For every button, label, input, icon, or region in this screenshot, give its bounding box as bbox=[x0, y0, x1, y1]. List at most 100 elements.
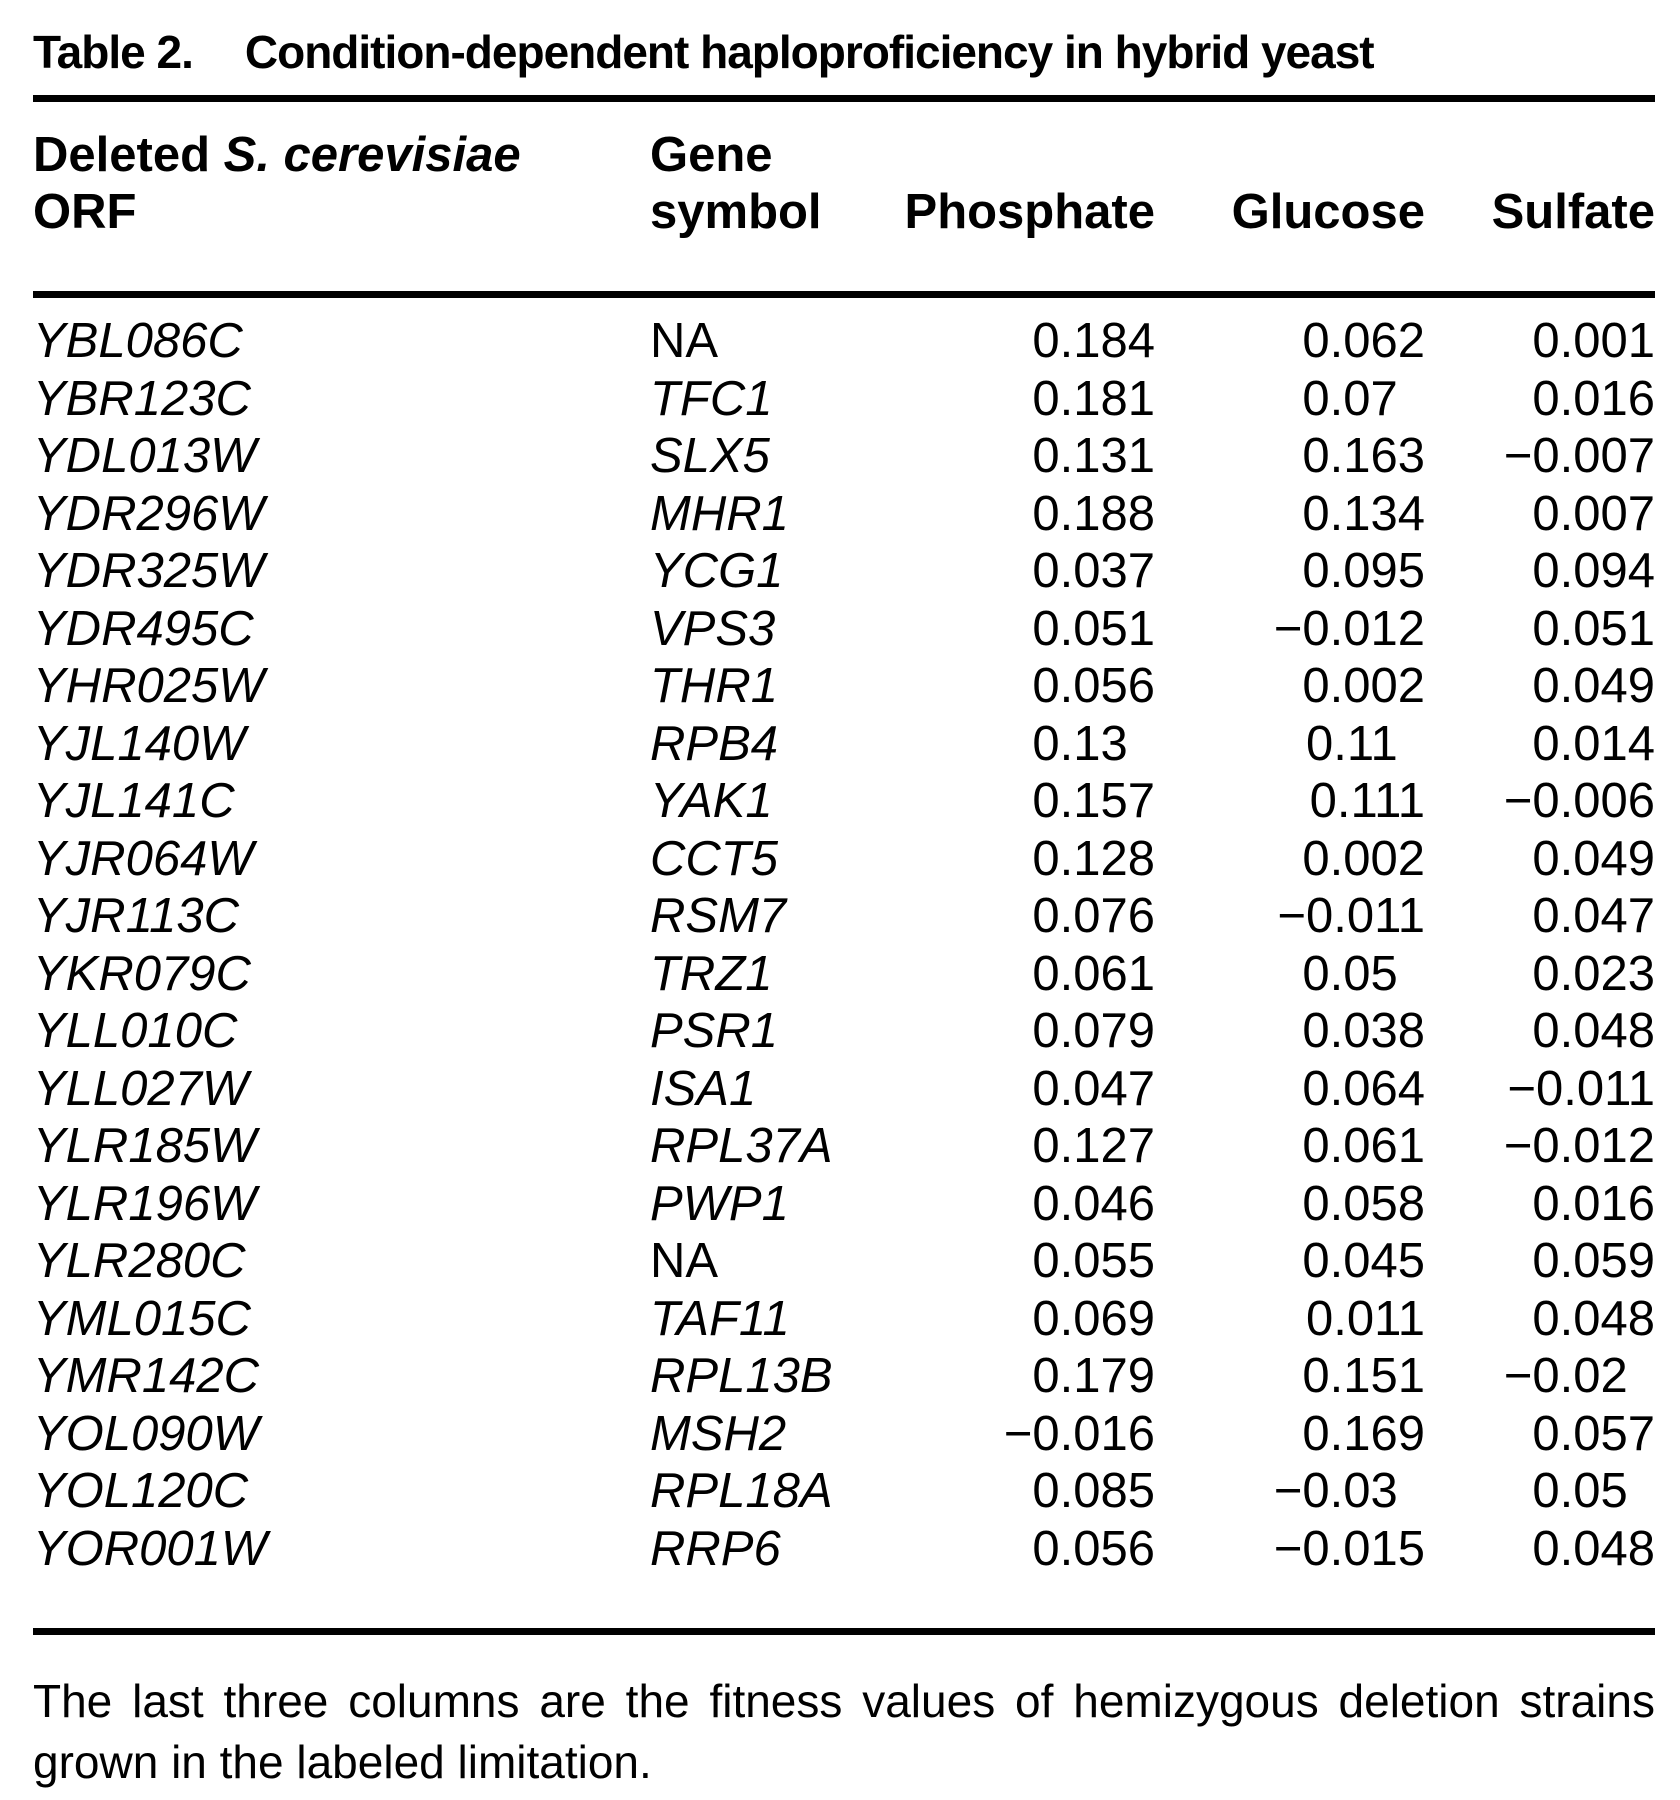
table-row: YDR495C VPS3 0.051 −0.012 0.051 bbox=[33, 601, 1655, 659]
table-row: YOL090W MSH2 −0.016 0.169 0.057 bbox=[33, 1406, 1655, 1464]
sulfate-value-cell: 0.014 bbox=[1532, 716, 1655, 771]
table-row: YJR064W CCT5 0.128 0.002 0.049 bbox=[33, 831, 1655, 889]
table-footnote: The last three columns are the fitness v… bbox=[33, 1675, 1655, 1788]
glucose-value-cell: 0.134 bbox=[1302, 486, 1425, 541]
species-name: S. cerevisiae bbox=[223, 128, 521, 182]
gene-symbol-cell: RRP6 bbox=[650, 1521, 781, 1576]
gene-symbol-cell: VPS3 bbox=[650, 601, 776, 656]
phosphate-value-cell: 0.179 bbox=[1032, 1349, 1155, 1403]
header-rule bbox=[33, 291, 1655, 298]
glucose-value-cell: 0.058 bbox=[1302, 1176, 1425, 1231]
phosphate-value-cell: 0.157 bbox=[1032, 774, 1155, 828]
phosphate-value-cell: 0.131 bbox=[1032, 429, 1155, 483]
glucose-value-cell: 0.038 bbox=[1302, 1004, 1425, 1058]
table-row: YDR296W MHR1 0.188 0.134 0.007 bbox=[33, 486, 1655, 544]
glucose-value-cell: 0.05 bbox=[1302, 946, 1398, 1001]
table-row: YBL086C NA 0.184 0.062 0.001 bbox=[33, 313, 1655, 371]
glucose-value-cell: 0.062 bbox=[1302, 314, 1425, 368]
table-row: YJL141C YAK1 0.157 0.111 −0.006 bbox=[33, 773, 1655, 831]
orf-cell: YJL140W bbox=[33, 716, 246, 771]
orf-cell: YHR025W bbox=[33, 659, 265, 713]
bottom-rule bbox=[33, 1628, 1655, 1635]
phosphate-value-cell: 0.076 bbox=[1032, 889, 1155, 943]
sulfate-value-cell: 0.048 bbox=[1532, 1291, 1655, 1346]
gene-symbol-cell: THR1 bbox=[650, 659, 778, 713]
phosphate-value-cell: 0.13 bbox=[1032, 716, 1128, 771]
gene-symbol-cell: SLX5 bbox=[650, 429, 770, 483]
gene-symbol-cell: TAF11 bbox=[650, 1291, 790, 1346]
table-row: YOL120C RPL18A 0.085 −0.03 0.05 bbox=[33, 1463, 1655, 1521]
table-row: YLR185W RPL37A 0.127 0.061 −0.012 bbox=[33, 1118, 1655, 1176]
orf-cell: YOL090W bbox=[33, 1406, 260, 1461]
orf-cell: YML015C bbox=[33, 1291, 251, 1346]
sulfate-value-cell: 0.048 bbox=[1532, 1521, 1655, 1576]
orf-cell: YKR079C bbox=[33, 946, 251, 1001]
sulfate-value-cell: 0.023 bbox=[1532, 946, 1655, 1001]
glucose-value-cell: 0.07 bbox=[1302, 371, 1398, 426]
orf-cell: YOR001W bbox=[33, 1521, 268, 1576]
table-row: YML015C TAF11 0.069 0.011 0.048 bbox=[33, 1291, 1655, 1349]
orf-cell: YDR325W bbox=[33, 544, 265, 598]
orf-cell: YDL013W bbox=[33, 429, 257, 483]
top-rule bbox=[33, 95, 1655, 102]
gene-symbol-cell: YAK1 bbox=[650, 774, 773, 828]
gene-symbol-cell: YCG1 bbox=[650, 544, 784, 598]
sulfate-value-cell: 0.05 bbox=[1532, 1464, 1628, 1518]
phosphate-value-cell: 0.056 bbox=[1032, 659, 1155, 713]
glucose-value-cell: 0.095 bbox=[1302, 544, 1425, 598]
phosphate-value-cell: 0.184 bbox=[1032, 314, 1155, 368]
header-orf-line2: ORF bbox=[33, 185, 137, 239]
gene-symbol-cell: NA bbox=[650, 1234, 719, 1288]
sulfate-value-cell: 0.057 bbox=[1532, 1406, 1655, 1461]
header-sulfate: Sulfate bbox=[1491, 185, 1655, 239]
gene-symbol-cell: RPB4 bbox=[650, 716, 779, 771]
sulfate-value-cell: 0.051 bbox=[1532, 601, 1655, 656]
sulfate-value-cell: 0.001 bbox=[1532, 314, 1655, 368]
glucose-value-cell: 0.169 bbox=[1302, 1406, 1425, 1461]
header-deleted-label: Deleted bbox=[33, 128, 211, 182]
orf-cell: YLR185W bbox=[33, 1119, 257, 1173]
phosphate-value-cell: 0.079 bbox=[1032, 1004, 1155, 1058]
gene-symbol-cell: ISA1 bbox=[650, 1061, 757, 1116]
glucose-value-cell: 0.064 bbox=[1302, 1061, 1425, 1116]
sulfate-value-cell: −0.02 bbox=[1503, 1349, 1628, 1403]
header-deleted-orf: Deleted S. cerevisiae ORF bbox=[33, 127, 650, 241]
sulfate-value-cell: 0.049 bbox=[1532, 831, 1655, 886]
glucose-value-cell: 0.045 bbox=[1302, 1234, 1425, 1288]
phosphate-value-cell: 0.069 bbox=[1032, 1291, 1155, 1346]
header-deleted-orf-line1: Deleted S. cerevisiae bbox=[33, 127, 650, 184]
sulfate-value-cell: 0.007 bbox=[1532, 486, 1655, 541]
table-row: YDL013W SLX5 0.131 0.163 −0.007 bbox=[33, 428, 1655, 486]
glucose-value-cell: 0.151 bbox=[1302, 1349, 1425, 1403]
table-row: YJL140W RPB4 0.13 0.11 0.014 bbox=[33, 716, 1655, 774]
gene-symbol-cell: RPL37A bbox=[650, 1119, 833, 1173]
glucose-value-cell: 0.163 bbox=[1302, 429, 1425, 483]
table-row: YMR142C RPL13B 0.179 0.151 −0.02 bbox=[33, 1348, 1655, 1406]
sulfate-value-cell: −0.011 bbox=[1507, 1061, 1655, 1116]
header-gene-line1: Gene bbox=[650, 128, 773, 182]
table-body: YBL086C NA 0.184 0.062 0.001 YBR123C TFC… bbox=[33, 298, 1655, 1603]
orf-cell: YBL086C bbox=[33, 314, 243, 368]
table-row: YJR113C RSM7 0.076 −0.011 0.047 bbox=[33, 888, 1655, 946]
gene-symbol-cell: NA bbox=[650, 314, 719, 368]
gene-symbol-cell: TFC1 bbox=[650, 371, 773, 426]
orf-cell: YMR142C bbox=[33, 1349, 260, 1403]
glucose-value-cell: −0.011 bbox=[1277, 889, 1425, 943]
phosphate-value-cell: 0.037 bbox=[1032, 544, 1155, 598]
gene-symbol-cell: CCT5 bbox=[650, 831, 778, 886]
table-caption: Table 2. Condition-dependent haploprofici… bbox=[33, 26, 1655, 78]
sulfate-value-cell: 0.059 bbox=[1532, 1234, 1655, 1288]
sulfate-value-cell: 0.094 bbox=[1532, 544, 1655, 598]
sulfate-value-cell: 0.049 bbox=[1532, 659, 1655, 713]
orf-cell: YOL120C bbox=[33, 1464, 249, 1518]
sulfate-value-cell: 0.047 bbox=[1532, 889, 1655, 943]
glucose-value-cell: 0.111 bbox=[1309, 774, 1425, 828]
gene-symbol-cell: PSR1 bbox=[650, 1004, 779, 1058]
glucose-value-cell: 0.011 bbox=[1306, 1291, 1425, 1346]
phosphate-value-cell: 0.181 bbox=[1032, 371, 1155, 426]
gene-symbol-cell: RPL13B bbox=[650, 1349, 833, 1403]
phosphate-value-cell: 0.056 bbox=[1032, 1521, 1155, 1576]
sulfate-value-cell: −0.012 bbox=[1503, 1119, 1655, 1173]
sulfate-value-cell: −0.007 bbox=[1503, 429, 1655, 483]
